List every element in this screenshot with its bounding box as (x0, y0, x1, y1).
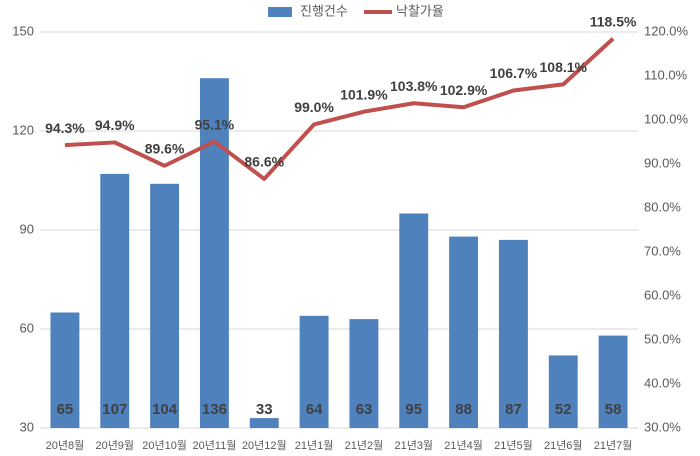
bar (598, 335, 628, 428)
x-tick-label: 21년7월 (594, 439, 633, 452)
line-value-label: 106.7% (490, 65, 538, 81)
bar (349, 319, 379, 428)
legend-label: 낙찰가율 (396, 3, 444, 18)
line-value-label: 94.9% (95, 117, 135, 133)
x-tick-label: 20년11월 (192, 439, 236, 452)
y2-tick-label: 30.0% (644, 419, 681, 434)
bar (150, 183, 180, 428)
y-tick-label: 90 (20, 221, 34, 236)
line-value-label: 103.8% (390, 78, 438, 94)
y2-tick-label: 60.0% (644, 287, 681, 302)
line-value-label: 101.9% (340, 86, 388, 102)
x-tick-label: 20년10월 (142, 439, 187, 452)
line-value-label: 102.9% (440, 82, 488, 98)
x-tick-label: 20년8월 (46, 439, 85, 452)
y2-tick-label: 70.0% (644, 243, 681, 258)
y-tick-label: 150 (12, 23, 34, 38)
line-value-label: 95.1% (195, 116, 235, 132)
x-tick-label: 21년3월 (394, 439, 433, 452)
bar (299, 315, 329, 428)
x-tick-label: 21년2월 (345, 439, 384, 452)
line (64, 37, 615, 181)
bar-value-label: 104 (152, 401, 178, 418)
line-value-label: 99.0% (294, 99, 334, 115)
bar-value-label: 87 (505, 401, 522, 418)
y-tick-label: 30 (20, 419, 34, 434)
y2-tick-label: 80.0% (644, 199, 681, 214)
y2-tick-label: 90.0% (644, 155, 681, 170)
bar (50, 312, 80, 428)
bar (199, 78, 229, 428)
bar (498, 239, 528, 428)
bar (249, 418, 279, 428)
bar-value-label: 107 (102, 401, 127, 418)
y2-tick-label: 50.0% (644, 331, 681, 346)
bar (449, 236, 479, 428)
line-value-label: 89.6% (145, 140, 185, 156)
bar-value-label: 136 (202, 401, 227, 418)
y-tick-label: 120 (12, 122, 34, 137)
y2-tick-label: 110.0% (644, 67, 688, 82)
y2-tick-label: 100.0% (644, 111, 689, 126)
x-tick-label: 21년5월 (494, 439, 533, 452)
line-value-label: 94.3% (45, 120, 85, 136)
y-tick-label: 60 (20, 320, 34, 335)
bar-value-label: 95 (405, 401, 422, 418)
line-value-label: 118.5% (590, 13, 637, 29)
y2-tick-label: 40.0% (644, 375, 681, 390)
bar-value-label: 33 (256, 401, 273, 418)
bar-value-label: 63 (356, 401, 373, 418)
bar (399, 213, 429, 428)
bar (548, 355, 578, 428)
x-tick-label: 21년1월 (295, 439, 334, 452)
line-value-label: 86.6% (244, 154, 284, 170)
bar-value-label: 65 (57, 401, 74, 418)
bar-value-label: 64 (306, 401, 323, 418)
bar (100, 173, 130, 428)
x-tick-label: 21년4월 (444, 439, 483, 452)
line-value-label: 108.1% (540, 59, 588, 75)
y2-tick-label: 120.0% (644, 23, 689, 38)
bar-value-label: 52 (555, 401, 572, 418)
legend-label: 진행건수 (300, 3, 348, 18)
x-tick-label: 20년12월 (242, 439, 287, 452)
x-tick-label: 21년6월 (544, 439, 583, 452)
x-tick-label: 20년9월 (95, 439, 134, 452)
bar-value-label: 58 (605, 401, 622, 418)
legend-swatch (268, 7, 292, 17)
bar-value-label: 88 (455, 401, 472, 418)
